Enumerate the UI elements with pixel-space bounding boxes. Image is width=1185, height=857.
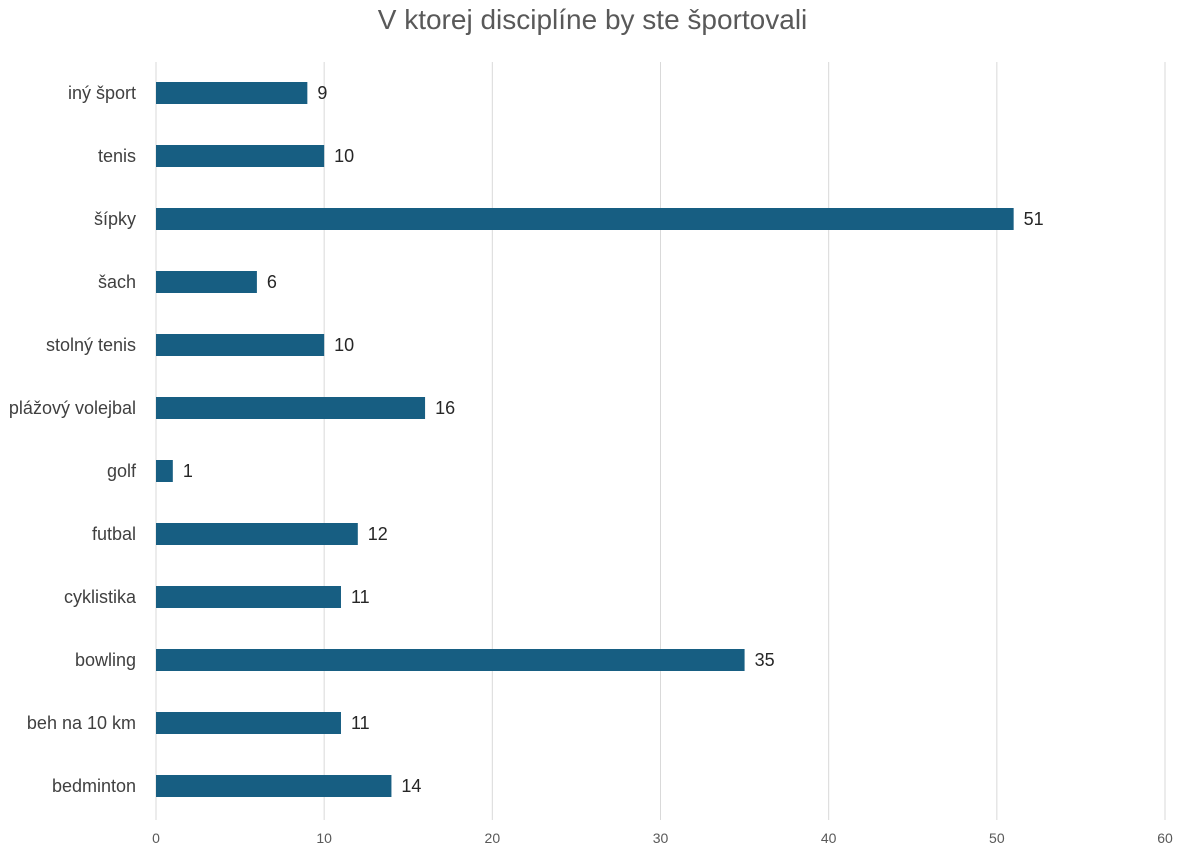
bar bbox=[156, 460, 173, 482]
bar bbox=[156, 649, 745, 671]
data-label: 10 bbox=[334, 146, 354, 166]
category-label: plážový volejbal bbox=[9, 398, 136, 418]
category-label: šach bbox=[98, 272, 136, 292]
category-label: stolný tenis bbox=[46, 335, 136, 355]
data-label: 16 bbox=[435, 398, 455, 418]
category-label: bedminton bbox=[52, 776, 136, 796]
x-tick-label: 40 bbox=[821, 830, 837, 846]
bar bbox=[156, 397, 426, 419]
category-label: bowling bbox=[75, 650, 136, 670]
x-tick-label: 0 bbox=[152, 830, 160, 846]
data-label: 35 bbox=[755, 650, 775, 670]
bar bbox=[156, 334, 325, 356]
category-label: šípky bbox=[94, 209, 136, 229]
bar bbox=[156, 208, 1014, 230]
data-label: 1 bbox=[183, 461, 193, 481]
category-label: iný šport bbox=[68, 83, 136, 103]
x-tick-label: 50 bbox=[989, 830, 1005, 846]
category-label: golf bbox=[107, 461, 137, 481]
data-label: 9 bbox=[317, 83, 327, 103]
bar bbox=[156, 775, 392, 797]
x-tick-label: 60 bbox=[1157, 830, 1173, 846]
x-tick-label: 30 bbox=[653, 830, 669, 846]
data-label: 51 bbox=[1024, 209, 1044, 229]
data-label: 10 bbox=[334, 335, 354, 355]
category-label: beh na 10 km bbox=[27, 713, 136, 733]
bar bbox=[156, 82, 308, 104]
data-label: 12 bbox=[368, 524, 388, 544]
bar bbox=[156, 271, 257, 293]
category-label: cyklistika bbox=[64, 587, 137, 607]
bar bbox=[156, 145, 325, 167]
bar bbox=[156, 523, 358, 545]
category-label: tenis bbox=[98, 146, 136, 166]
chart-title: V ktorej disciplíne by ste športovali bbox=[377, 4, 808, 35]
data-label: 6 bbox=[267, 272, 277, 292]
bars bbox=[156, 82, 1014, 797]
data-label: 14 bbox=[401, 776, 421, 796]
labels: 0 10 20 30 40 50 60 iný šport 9 tenis 10 šípky 51 šac… bbox=[9, 83, 1173, 846]
x-tick-label: 20 bbox=[485, 830, 501, 846]
category-label: futbal bbox=[92, 524, 136, 544]
bar bbox=[156, 712, 341, 734]
data-label: 11 bbox=[351, 587, 370, 607]
gridlines bbox=[155, 62, 1166, 820]
bar bbox=[156, 586, 341, 608]
x-tick-label: 10 bbox=[316, 830, 332, 846]
data-label: 11 bbox=[351, 713, 370, 733]
